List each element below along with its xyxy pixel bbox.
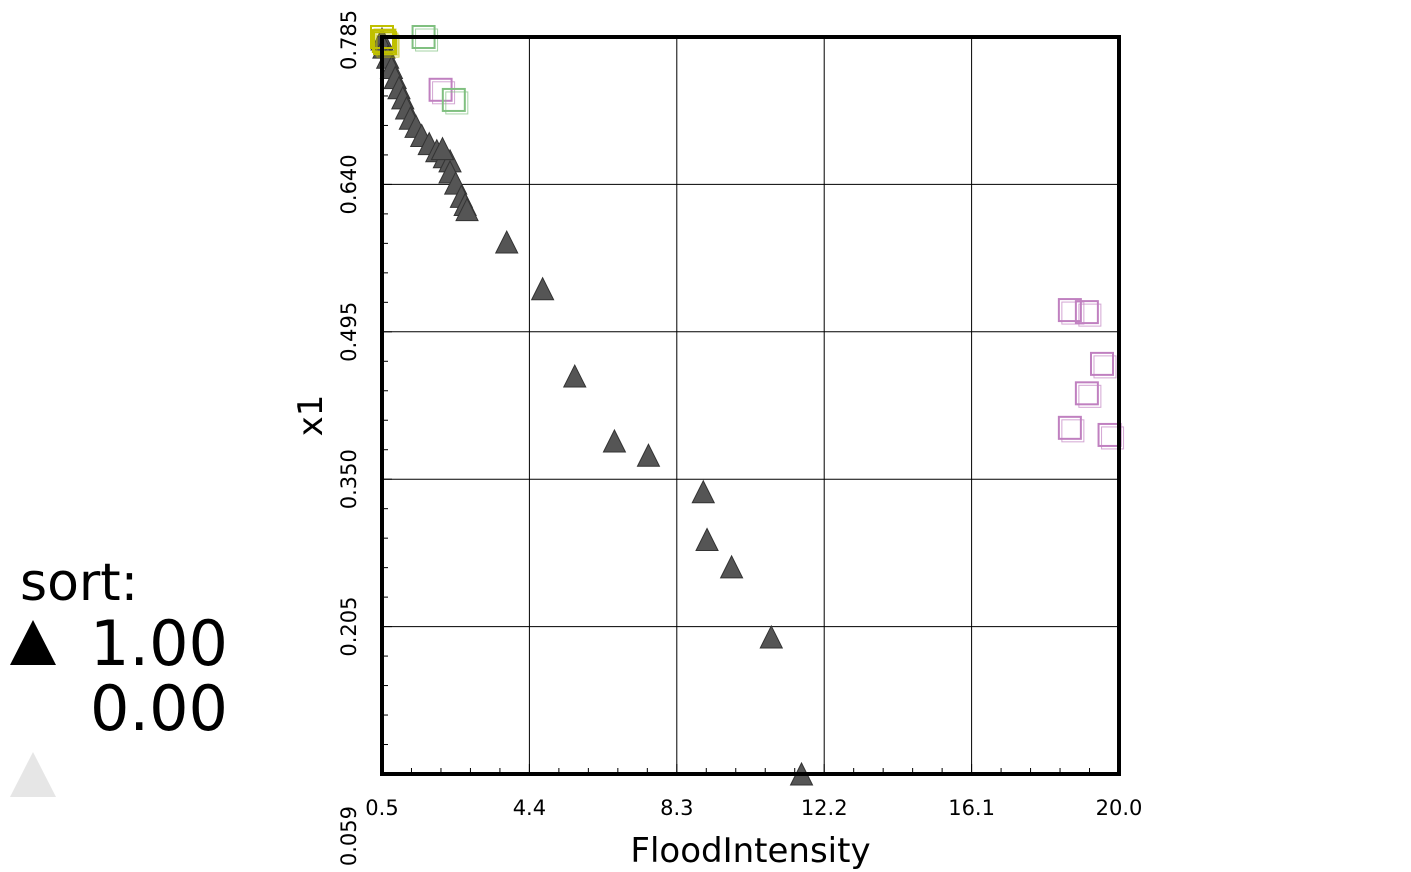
y-tick-label: 0.350 xyxy=(337,449,361,509)
triangle-point xyxy=(530,276,555,301)
triangle-point xyxy=(636,443,661,467)
x-tick-label: 20.0 xyxy=(1096,796,1143,820)
triangle-point xyxy=(562,363,587,388)
square-point-shadow xyxy=(445,91,469,115)
square-point-shadow xyxy=(1078,303,1102,327)
y-tick-label: 0.059 xyxy=(337,806,361,866)
x-tick-label: 16.1 xyxy=(948,796,995,820)
triangle-point xyxy=(695,527,719,551)
square-point xyxy=(1089,351,1114,376)
x-tick-labels: 0.5 4.4 8.3 12.2 16.1 20.0 xyxy=(365,796,1142,820)
plot-frame xyxy=(380,35,1121,776)
triangle-point xyxy=(602,428,627,453)
grid-lines xyxy=(381,36,1120,775)
triangle-point xyxy=(494,229,519,254)
legend-label-0: 0.00 xyxy=(90,672,228,745)
square-point xyxy=(373,31,398,56)
x-axis-title: FloodIntensity xyxy=(630,831,870,871)
legend-marker-0 xyxy=(10,752,56,797)
y-tick-label: 0.495 xyxy=(337,302,361,362)
square-point xyxy=(1057,415,1082,440)
square-point-shadow xyxy=(1093,355,1117,379)
triangle-point xyxy=(719,554,744,579)
x-tick-label: 0.5 xyxy=(365,796,398,820)
triangle-point xyxy=(691,479,716,504)
legend-label-1: 1.00 xyxy=(90,607,228,680)
legend-marker-1 xyxy=(10,620,56,665)
data-points xyxy=(370,25,1125,786)
square-point-shadow xyxy=(1101,426,1125,450)
x-tick-label: 8.3 xyxy=(660,796,693,820)
legend-title: sort: xyxy=(20,553,138,613)
square-point xyxy=(1074,300,1099,325)
triangle-point xyxy=(759,624,784,649)
square-point-shadow xyxy=(1061,301,1085,325)
y-axis-title: x1 xyxy=(291,395,331,437)
square-point-shadow xyxy=(1061,419,1085,443)
square-point xyxy=(1057,298,1082,323)
y-tick-label: 0.640 xyxy=(337,154,361,214)
y-tick-label: 0.785 xyxy=(337,10,361,70)
square-point xyxy=(441,87,466,112)
square-point xyxy=(1074,381,1099,406)
y-tick-labels: 0.785 0.640 0.495 0.350 0.205 0.059 xyxy=(337,10,361,866)
x-tick-label: 4.4 xyxy=(513,796,546,820)
legend: sort: 1.000.00 xyxy=(10,553,228,797)
triangle-point xyxy=(430,136,455,161)
x-tick-label: 12.2 xyxy=(801,796,848,820)
square-point-shadow xyxy=(415,28,439,52)
triangle-point xyxy=(455,197,479,222)
y-tick-label: 0.205 xyxy=(337,597,361,657)
square-point-shadow xyxy=(1078,384,1102,408)
